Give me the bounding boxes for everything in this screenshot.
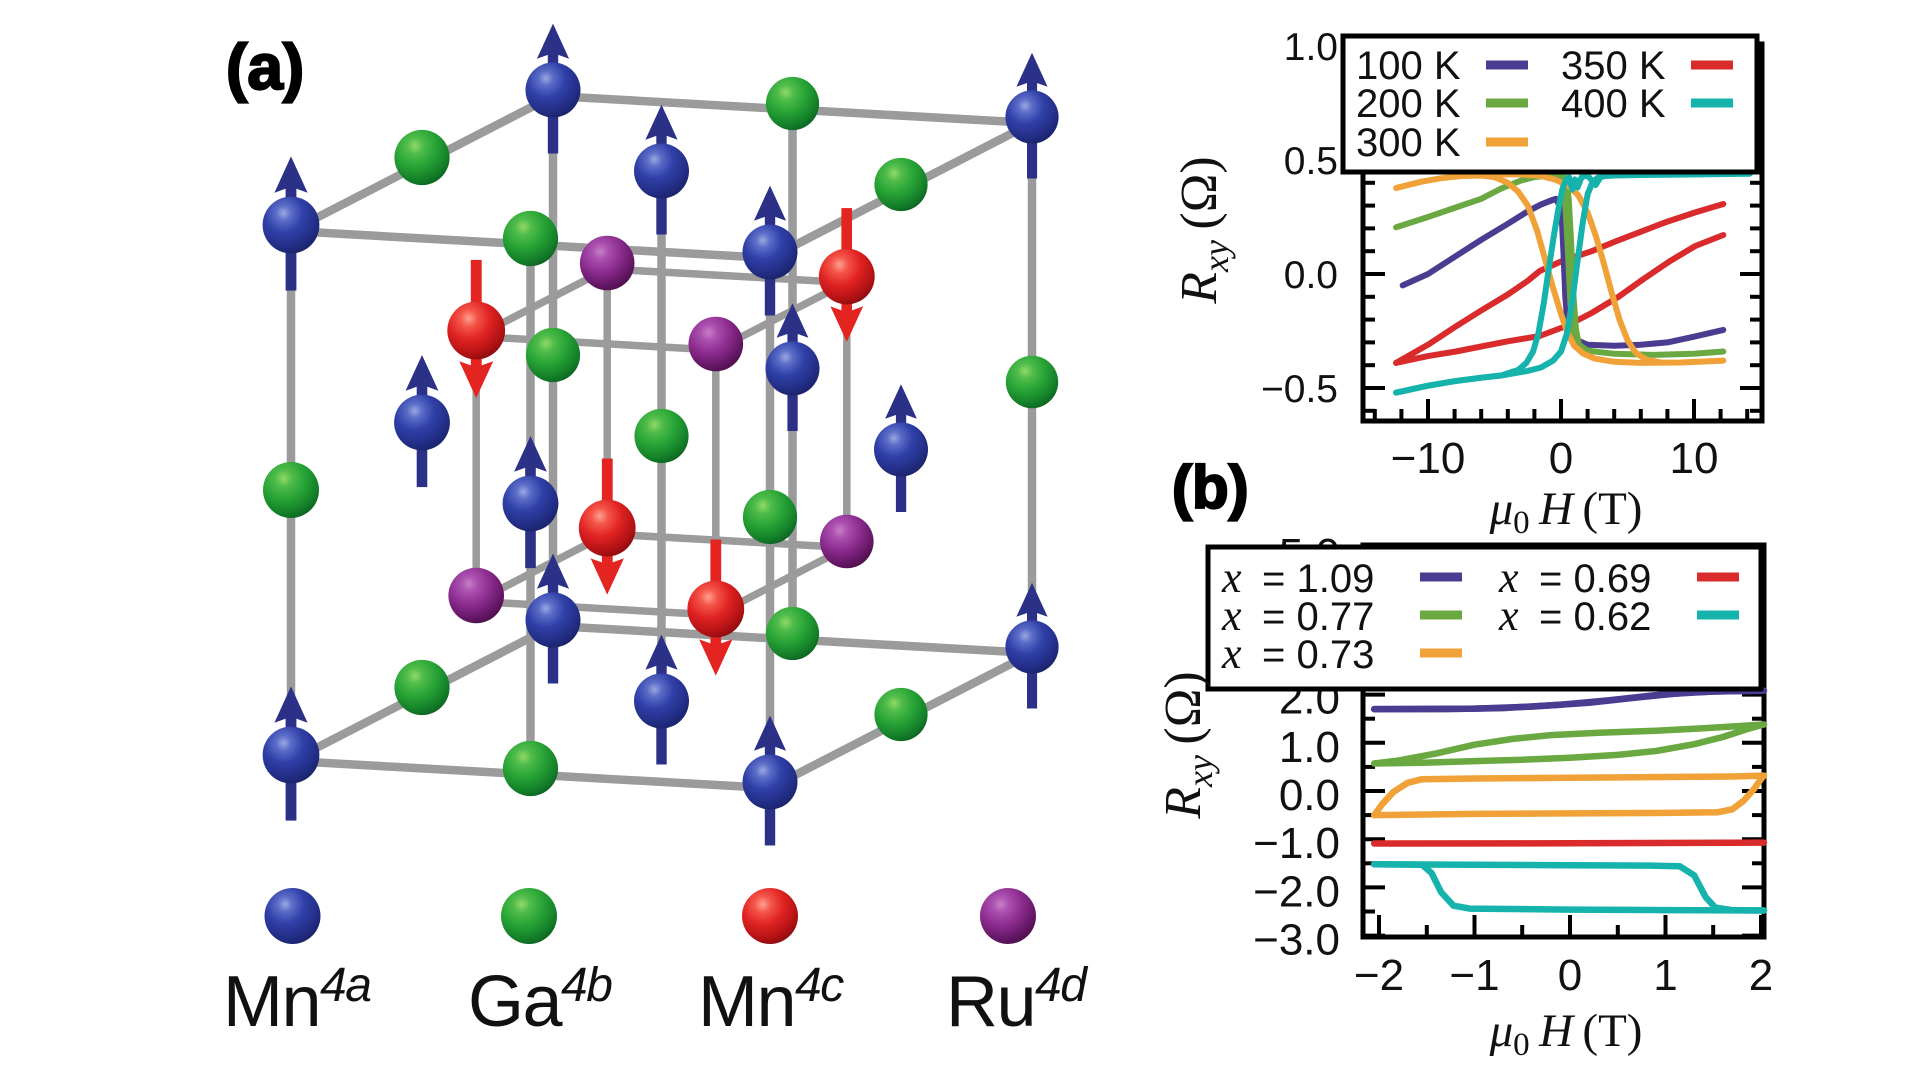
svg-text:400 K: 400 K	[1561, 82, 1666, 126]
svg-text:Rxy (Ω): Rxy (Ω)	[1171, 156, 1236, 304]
svg-text:x: x	[1221, 553, 1242, 602]
svg-text:1: 1	[1653, 951, 1677, 1000]
svg-text:= 0.77: = 0.77	[1262, 595, 1374, 639]
svg-text:Ru4d: Ru4d	[946, 959, 1088, 1042]
svg-text:1.0: 1.0	[1284, 26, 1338, 69]
svg-text:2: 2	[1749, 951, 1773, 1000]
svg-text:(b): (b)	[1172, 454, 1249, 521]
svg-text:10: 10	[1670, 434, 1719, 483]
svg-text:−0.5: −0.5	[1261, 368, 1338, 411]
svg-text:−10: −10	[1391, 434, 1466, 483]
svg-text:Mn4c: Mn4c	[698, 959, 844, 1042]
svg-text:= 0.69: = 0.69	[1539, 557, 1651, 601]
svg-text:0: 0	[1549, 434, 1573, 483]
svg-text:0: 0	[1558, 951, 1582, 1000]
svg-text:= 1.09: = 1.09	[1262, 557, 1374, 601]
svg-text:1.0: 1.0	[1279, 723, 1340, 772]
svg-text:(a): (a)	[226, 31, 304, 103]
svg-text:x: x	[1221, 629, 1242, 678]
svg-text:350 K: 350 K	[1561, 44, 1666, 88]
svg-text:μ0 H (T): μ0 H (T)	[1489, 1005, 1643, 1063]
svg-text:x: x	[1221, 591, 1242, 640]
svg-text:−1: −1	[1449, 951, 1499, 1000]
svg-text:−2.0: −2.0	[1253, 867, 1340, 916]
svg-text:Ga4b: Ga4b	[468, 959, 612, 1042]
svg-text:0.0: 0.0	[1279, 771, 1340, 820]
svg-text:100 K: 100 K	[1356, 44, 1461, 88]
svg-text:x: x	[1498, 591, 1519, 640]
svg-text:200 K: 200 K	[1356, 82, 1461, 126]
svg-text:−3.0: −3.0	[1253, 916, 1340, 965]
svg-text:= 0.73: = 0.73	[1262, 633, 1374, 677]
svg-text:Mn4a: Mn4a	[223, 959, 371, 1042]
svg-text:0.0: 0.0	[1284, 254, 1338, 297]
svg-text:= 0.62: = 0.62	[1539, 595, 1651, 639]
svg-text:−1.0: −1.0	[1253, 819, 1340, 868]
svg-text:0.5: 0.5	[1284, 140, 1338, 183]
svg-text:μ0 H (T): μ0 H (T)	[1489, 483, 1643, 541]
svg-text:Rxy (Ω): Rxy (Ω)	[1155, 671, 1220, 819]
svg-text:−2: −2	[1354, 951, 1404, 1000]
svg-text:300 K: 300 K	[1356, 121, 1461, 165]
svg-text:x: x	[1498, 553, 1519, 602]
